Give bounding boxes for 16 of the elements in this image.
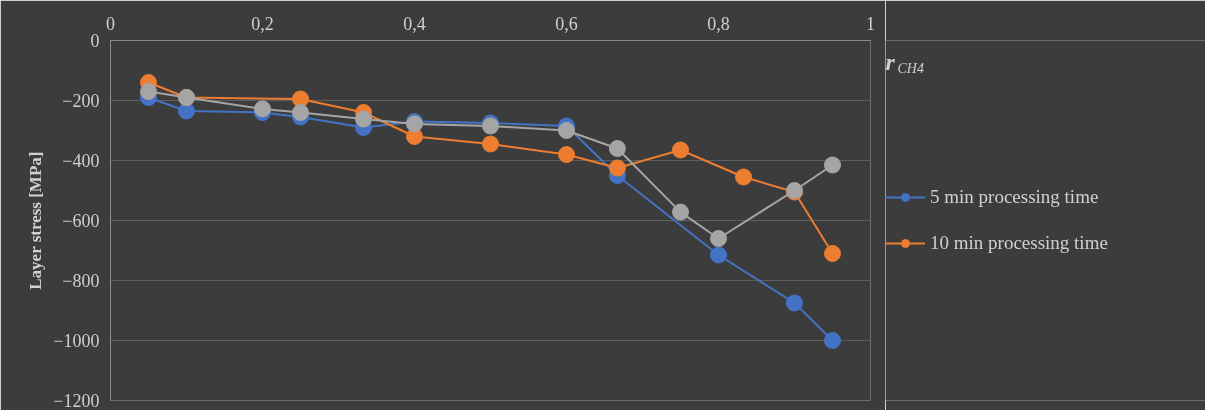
x-tick-label: 0,6 xyxy=(555,13,578,34)
x-tick-label: 0,8 xyxy=(707,13,730,34)
legend-label: 10 min processing time xyxy=(930,232,1108,254)
x-tick-label: 1 xyxy=(866,13,875,34)
legend-label: 5 min processing time xyxy=(930,186,1099,208)
y-tick-label: 0 xyxy=(90,31,100,51)
y-axis-title: Layer stress [MPa] xyxy=(26,151,46,290)
y-tick-label: −800 xyxy=(62,271,100,291)
y-tick-label: −600 xyxy=(62,211,100,231)
y-tick-label: −1000 xyxy=(53,331,100,351)
x-tick-label: 0 xyxy=(106,13,115,34)
x-tick-label: 0,2 xyxy=(251,13,274,34)
y-tick-label: −400 xyxy=(62,151,100,171)
y-tick-label: −200 xyxy=(62,91,100,111)
y-tick-label: −1200 xyxy=(53,391,100,411)
x-tick-label: 0,4 xyxy=(403,13,426,34)
